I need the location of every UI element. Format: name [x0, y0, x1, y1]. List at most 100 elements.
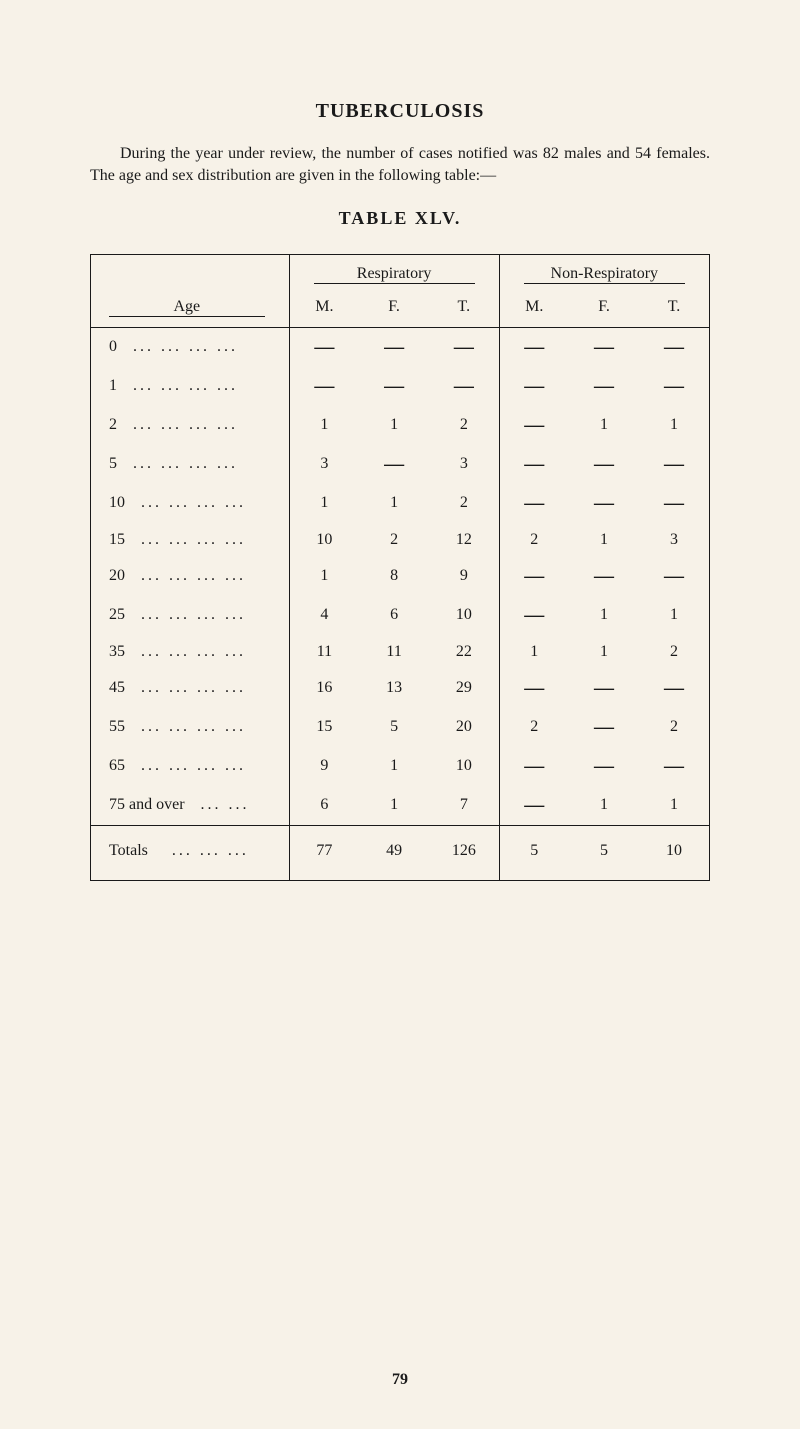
cell-rt: 2: [429, 406, 499, 445]
age-value: 2: [109, 416, 117, 433]
header-non-respiratory-label: Non-Respiratory: [551, 265, 659, 282]
cell-rf: 11: [359, 635, 429, 669]
table-row: 25 ... ... ... ...4610—11: [91, 596, 709, 635]
totals-label-cell: Totals ... ... ...: [91, 825, 289, 880]
age-dots: ... ... ... ...: [141, 718, 246, 735]
cell-nm: —: [499, 669, 569, 708]
cell-rm: 3: [289, 445, 359, 484]
data-table: Respiratory Non-Respiratory Age M. F. T.…: [91, 255, 709, 880]
cell-age: 35 ... ... ... ...: [91, 635, 289, 669]
cell-nt: 1: [639, 406, 709, 445]
data-table-container: Respiratory Non-Respiratory Age M. F. T.…: [90, 254, 710, 881]
totals-nm: 5: [499, 825, 569, 880]
cell-rm: 4: [289, 596, 359, 635]
page-title: TUBERCULOSIS: [90, 100, 710, 123]
age-value: 75 and over: [109, 796, 185, 813]
totals-label: Totals: [109, 842, 148, 859]
table-header-row-sub: Age M. F. T. M. F. T.: [91, 292, 709, 328]
table-header-row-groups: Respiratory Non-Respiratory: [91, 255, 709, 292]
cell-rf: —: [359, 327, 429, 367]
cell-age: 1 ... ... ... ...: [91, 367, 289, 406]
cell-nf: 1: [569, 635, 639, 669]
cell-nm: 2: [499, 708, 569, 747]
cell-nf: —: [569, 484, 639, 523]
header-non-respiratory: Non-Respiratory: [499, 255, 709, 292]
age-value: 25: [109, 606, 125, 623]
cell-rf: 2: [359, 523, 429, 557]
cell-nt: 2: [639, 635, 709, 669]
cell-nf: —: [569, 557, 639, 596]
header-age-label: Age: [174, 298, 201, 315]
cell-nf: —: [569, 669, 639, 708]
cell-nf: —: [569, 367, 639, 406]
cell-rm: 1: [289, 406, 359, 445]
cell-nf: 1: [569, 523, 639, 557]
cell-rt: 10: [429, 747, 499, 786]
cell-nm: —: [499, 406, 569, 445]
cell-nm: —: [499, 747, 569, 786]
cell-nf: —: [569, 445, 639, 484]
cell-rm: 6: [289, 786, 359, 826]
table-row: 5 ... ... ... ...3—3———: [91, 445, 709, 484]
age-dots: ... ... ... ...: [133, 338, 238, 355]
cell-nf: 1: [569, 786, 639, 826]
cell-rt: 29: [429, 669, 499, 708]
age-dots: ... ... ... ...: [141, 531, 246, 548]
table-row: 35 ... ... ... ...111122112: [91, 635, 709, 669]
age-dots: ... ...: [201, 796, 250, 813]
header-nf: F.: [569, 292, 639, 328]
cell-rm: 11: [289, 635, 359, 669]
totals-nt: 10: [639, 825, 709, 880]
totals-rf: 49: [359, 825, 429, 880]
cell-rt: 9: [429, 557, 499, 596]
age-dots: ... ... ... ...: [141, 757, 246, 774]
cell-nm: —: [499, 557, 569, 596]
cell-rf: —: [359, 367, 429, 406]
cell-age: 10 ... ... ... ...: [91, 484, 289, 523]
age-dots: ... ... ... ...: [133, 377, 238, 394]
age-value: 45: [109, 679, 125, 696]
age-dots: ... ... ... ...: [133, 416, 238, 433]
cell-rt: 7: [429, 786, 499, 826]
cell-rm: 9: [289, 747, 359, 786]
cell-rm: 10: [289, 523, 359, 557]
table-row: 15 ... ... ... ...10212213: [91, 523, 709, 557]
age-dots: ... ... ... ...: [141, 494, 246, 511]
cell-nf: 1: [569, 406, 639, 445]
cell-age: 65 ... ... ... ...: [91, 747, 289, 786]
cell-rm: —: [289, 367, 359, 406]
cell-age: 5 ... ... ... ...: [91, 445, 289, 484]
table-row: 65 ... ... ... ...9110———: [91, 747, 709, 786]
totals-rm: 77: [289, 825, 359, 880]
cell-age: 75 and over ... ...: [91, 786, 289, 826]
totals-rt: 126: [429, 825, 499, 880]
age-value: 1: [109, 377, 117, 394]
cell-nm: —: [499, 484, 569, 523]
cell-nf: —: [569, 747, 639, 786]
cell-nt: —: [639, 367, 709, 406]
cell-rm: 15: [289, 708, 359, 747]
age-dots: ... ... ... ...: [133, 455, 238, 472]
cell-nm: —: [499, 327, 569, 367]
table-row: 10 ... ... ... ...112———: [91, 484, 709, 523]
header-rf: F.: [359, 292, 429, 328]
cell-rt: 2: [429, 484, 499, 523]
age-dots: ... ... ... ...: [141, 643, 246, 660]
cell-nt: 2: [639, 708, 709, 747]
cell-rm: 1: [289, 557, 359, 596]
header-empty: [91, 255, 289, 292]
cell-rf: 1: [359, 484, 429, 523]
age-value: 55: [109, 718, 125, 735]
header-respiratory-label: Respiratory: [357, 265, 432, 282]
totals-nf: 5: [569, 825, 639, 880]
cell-nt: —: [639, 557, 709, 596]
cell-nm: —: [499, 445, 569, 484]
cell-nm: —: [499, 596, 569, 635]
totals-dots: ... ... ...: [172, 842, 249, 859]
cell-age: 25 ... ... ... ...: [91, 596, 289, 635]
cell-nt: 3: [639, 523, 709, 557]
cell-rm: —: [289, 327, 359, 367]
age-dots: ... ... ... ...: [141, 606, 246, 623]
table-label: TABLE XLV.: [90, 208, 710, 229]
cell-rf: 13: [359, 669, 429, 708]
